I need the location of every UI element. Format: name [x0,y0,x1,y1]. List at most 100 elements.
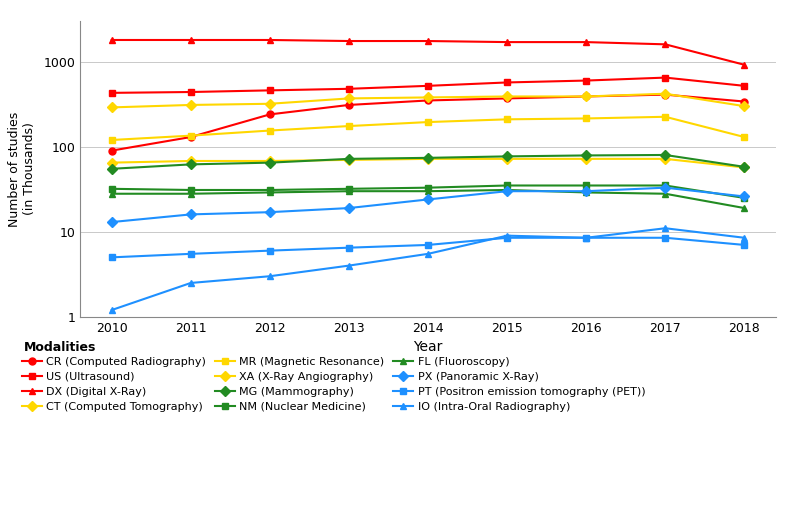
IO (Intra-Oral Radiography) [661,225,670,231]
CT (Computed Tomography) [265,101,274,107]
MG (Mammography) [661,152,670,158]
XA (X-Ray Angiography) [423,156,433,162]
CR (Computed Radiography) [502,95,512,101]
IO (Intra-Oral Radiography) [186,280,195,286]
CT (Computed Tomography) [107,104,117,110]
FL (Fluoroscopy) [739,205,749,211]
Line: NM (Nuclear Medicine): NM (Nuclear Medicine) [108,182,748,201]
PX (Panoramic X-Ray) [107,219,117,225]
PX (Panoramic X-Ray) [502,188,512,194]
Line: MR (Magnetic Resonance): MR (Magnetic Resonance) [108,114,748,144]
US (Ultrasound) [344,86,354,92]
Line: MG (Mammography): MG (Mammography) [108,152,748,172]
MR (Magnetic Resonance) [107,137,117,143]
XA (X-Ray Angiography) [502,156,512,162]
US (Ultrasound) [107,90,117,96]
MG (Mammography) [582,152,591,158]
NM (Nuclear Medicine) [265,187,274,193]
MG (Mammography) [107,166,117,172]
CR (Computed Radiography) [107,147,117,154]
CT (Computed Tomography) [661,91,670,97]
PT (Positron emission tomography (PET)) [661,234,670,241]
NM (Nuclear Medicine) [186,187,195,193]
FL (Fluoroscopy) [107,191,117,197]
NM (Nuclear Medicine) [661,182,670,188]
CT (Computed Tomography) [582,93,591,100]
CR (Computed Radiography) [344,102,354,108]
DX (Digital X-Ray) [344,38,354,44]
Line: IO (Intra-Oral Radiography): IO (Intra-Oral Radiography) [108,225,748,314]
Line: FL (Fluoroscopy): FL (Fluoroscopy) [108,186,748,212]
MR (Magnetic Resonance) [423,119,433,125]
Y-axis label: Number of studies
(in Thousands): Number of studies (in Thousands) [8,111,36,227]
IO (Intra-Oral Radiography) [107,307,117,313]
FL (Fluoroscopy) [344,188,354,194]
Line: PX (Panoramic X-Ray): PX (Panoramic X-Ray) [108,184,748,225]
DX (Digital X-Ray) [582,39,591,45]
XA (X-Ray Angiography) [661,156,670,162]
US (Ultrasound) [265,87,274,93]
US (Ultrasound) [661,74,670,81]
DX (Digital X-Ray) [423,38,433,44]
DX (Digital X-Ray) [107,37,117,43]
PX (Panoramic X-Ray) [739,193,749,200]
DX (Digital X-Ray) [661,41,670,48]
MR (Magnetic Resonance) [265,127,274,134]
XA (X-Ray Angiography) [582,156,591,162]
US (Ultrasound) [502,79,512,86]
US (Ultrasound) [186,89,195,95]
PX (Panoramic X-Ray) [582,188,591,194]
PT (Positron emission tomography (PET)) [107,254,117,260]
X-axis label: Year: Year [414,340,442,354]
CT (Computed Tomography) [739,103,749,109]
MR (Magnetic Resonance) [661,114,670,120]
Text: Modalities: Modalities [24,341,96,354]
MR (Magnetic Resonance) [186,133,195,139]
PT (Positron emission tomography (PET)) [344,244,354,251]
CR (Computed Radiography) [739,98,749,105]
IO (Intra-Oral Radiography) [502,232,512,239]
CR (Computed Radiography) [265,111,274,118]
US (Ultrasound) [582,78,591,84]
XA (X-Ray Angiography) [107,159,117,166]
Line: DX (Digital X-Ray): DX (Digital X-Ray) [108,36,748,68]
CR (Computed Radiography) [582,93,591,100]
XA (X-Ray Angiography) [265,158,274,164]
PT (Positron emission tomography (PET)) [423,242,433,248]
MR (Magnetic Resonance) [344,123,354,129]
Line: CR (Computed Radiography): CR (Computed Radiography) [108,91,748,154]
Line: XA (X-Ray Angiography): XA (X-Ray Angiography) [108,155,748,171]
FL (Fluoroscopy) [186,191,195,197]
NM (Nuclear Medicine) [423,184,433,191]
IO (Intra-Oral Radiography) [739,234,749,241]
DX (Digital X-Ray) [265,37,274,43]
IO (Intra-Oral Radiography) [582,234,591,241]
CR (Computed Radiography) [186,134,195,140]
NM (Nuclear Medicine) [107,186,117,192]
MG (Mammography) [739,164,749,170]
MR (Magnetic Resonance) [739,134,749,140]
DX (Digital X-Ray) [186,37,195,43]
PX (Panoramic X-Ray) [265,209,274,215]
MG (Mammography) [423,155,433,161]
CT (Computed Tomography) [344,95,354,101]
IO (Intra-Oral Radiography) [344,262,354,269]
PT (Positron emission tomography (PET)) [502,234,512,241]
NM (Nuclear Medicine) [582,182,591,188]
IO (Intra-Oral Radiography) [423,251,433,257]
PT (Positron emission tomography (PET)) [186,251,195,257]
MG (Mammography) [265,159,274,166]
CT (Computed Tomography) [186,102,195,108]
CR (Computed Radiography) [423,97,433,103]
PX (Panoramic X-Ray) [186,211,195,218]
Line: CT (Computed Tomography): CT (Computed Tomography) [108,90,748,111]
MG (Mammography) [186,161,195,167]
DX (Digital X-Ray) [739,62,749,68]
MR (Magnetic Resonance) [502,116,512,122]
PT (Positron emission tomography (PET)) [582,234,591,241]
MG (Mammography) [502,153,512,159]
US (Ultrasound) [739,83,749,89]
PX (Panoramic X-Ray) [423,196,433,203]
FL (Fluoroscopy) [661,191,670,197]
US (Ultrasound) [423,83,433,89]
